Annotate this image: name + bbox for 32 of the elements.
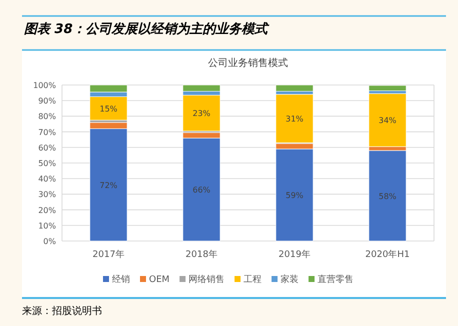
y-tick-label: 30% <box>38 190 56 200</box>
data-label: 34% <box>378 116 397 126</box>
y-tick-label: 60% <box>38 143 56 152</box>
legend-label: 家装 <box>280 274 299 285</box>
y-tick-label: 70% <box>38 128 56 137</box>
legend-label: 直营零售 <box>318 274 354 285</box>
source-note: 来源：招股说明书 <box>22 305 102 317</box>
data-label: 23% <box>192 109 211 118</box>
data-label: 31% <box>286 114 304 124</box>
y-tick-label: 100% <box>33 81 56 90</box>
y-tick-label: 0% <box>43 237 56 246</box>
x-tick-label: 2017年 <box>92 249 124 260</box>
data-label: 58% <box>378 192 397 201</box>
y-tick-label: 40% <box>38 174 56 184</box>
legend-label: 经销 <box>112 274 130 285</box>
y-tick-label: 20% <box>38 206 56 215</box>
data-label: 59% <box>286 190 304 200</box>
y-tick-label: 10% <box>38 221 56 230</box>
y-tick-label: 90% <box>38 96 56 106</box>
y-tick-label: 80% <box>38 112 56 122</box>
data-label: 15% <box>100 104 118 114</box>
legend-label: OEM <box>149 275 170 285</box>
chart-subtitle: 公司业务销售模式 <box>208 57 288 69</box>
chart-title: 图表 38：公司发展以经销为主的业务模式 <box>24 21 270 37</box>
x-tick-label: 2019年 <box>278 249 310 260</box>
x-tick-label: 2018年 <box>186 249 218 260</box>
legend-label: 网络销售 <box>188 274 225 285</box>
data-label: 72% <box>100 180 118 190</box>
data-label: 66% <box>192 186 211 195</box>
legend-label: 工程 <box>244 275 262 285</box>
y-tick-label: 50% <box>38 159 56 168</box>
x-tick-label: 2020年H1 <box>365 249 410 260</box>
